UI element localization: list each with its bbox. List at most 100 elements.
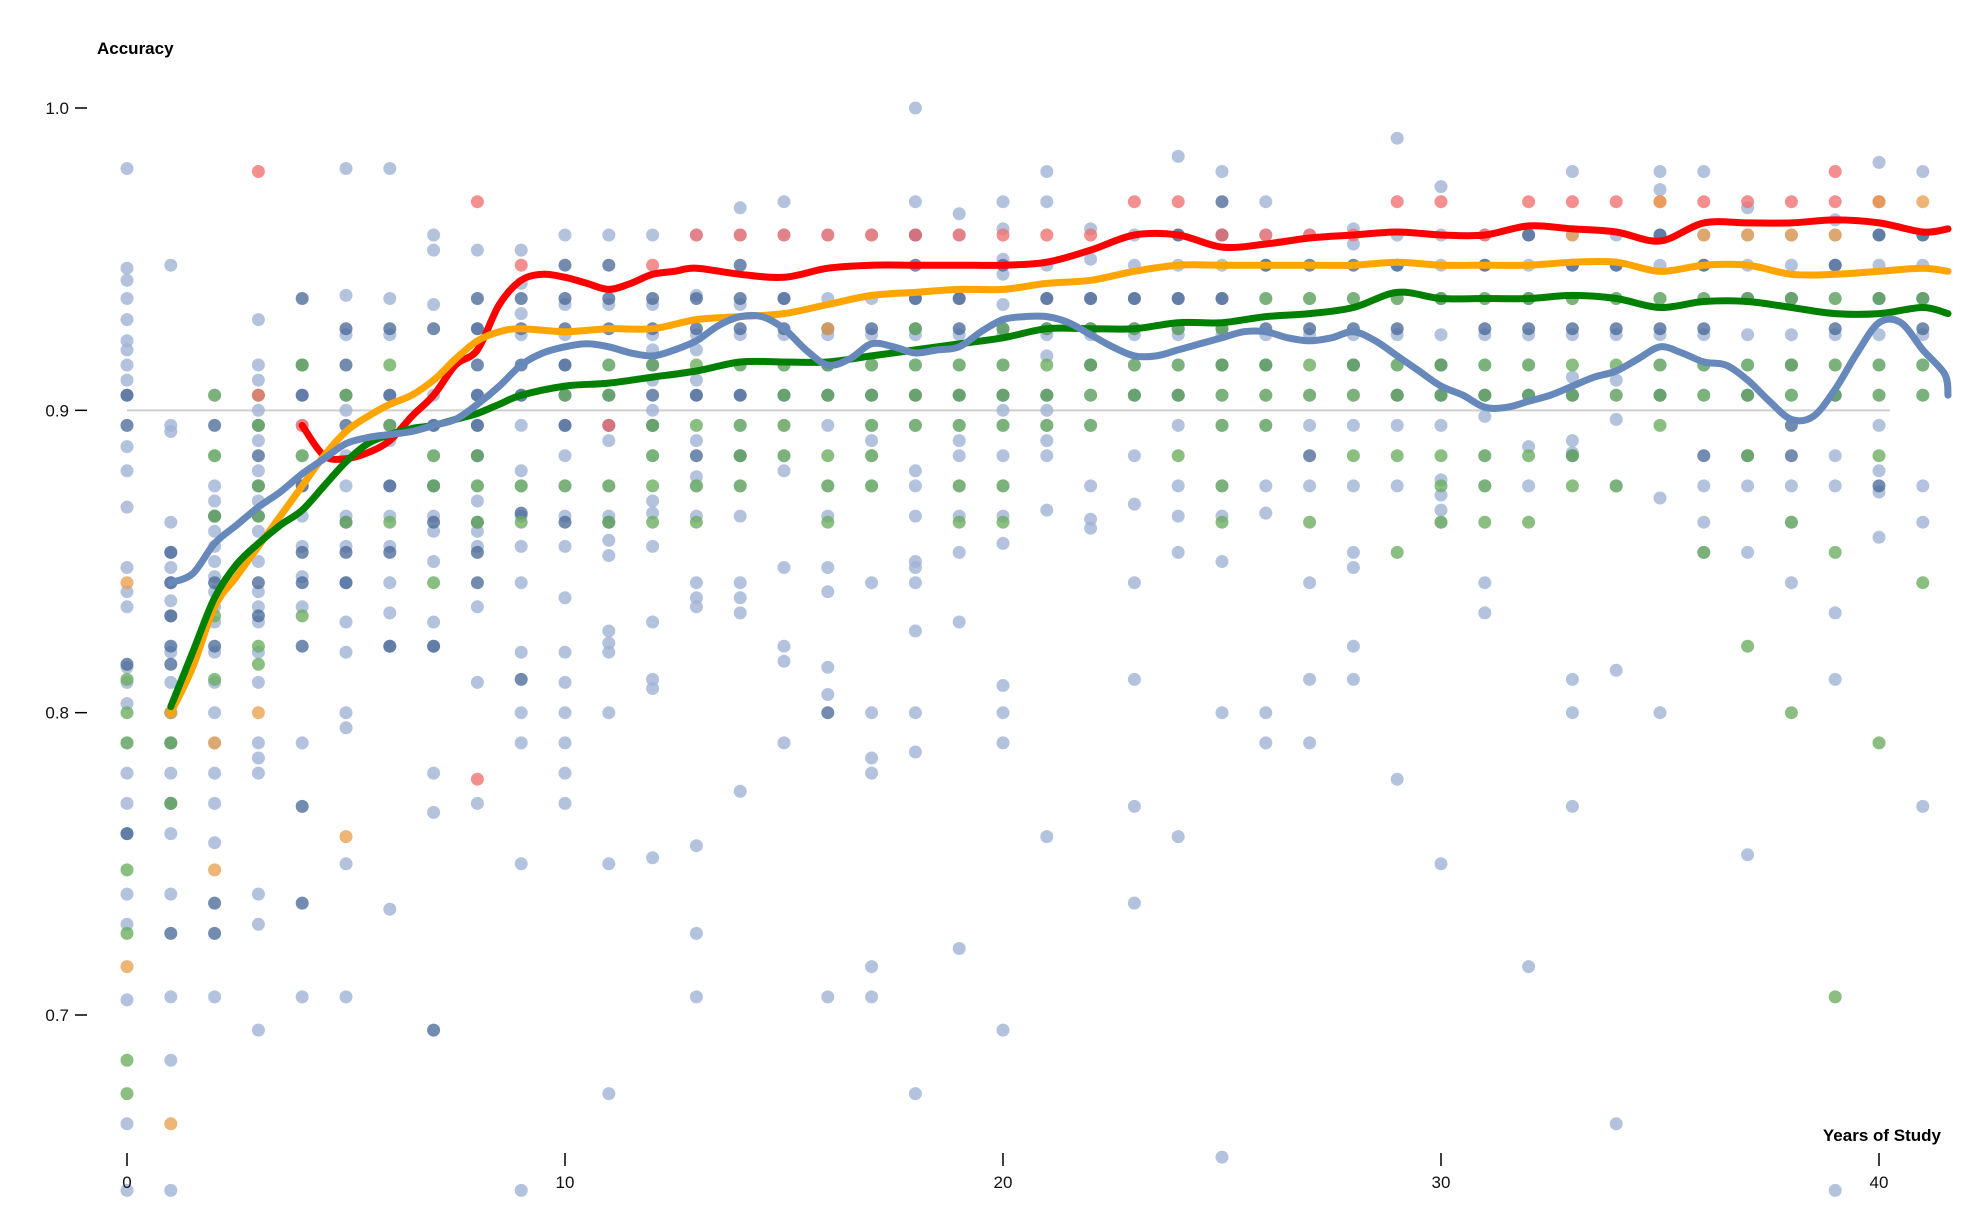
scatter-point <box>120 313 134 327</box>
scatter-point <box>1872 479 1886 493</box>
scatter-point <box>1741 639 1755 653</box>
scatter-point <box>1741 848 1755 862</box>
scatter-point <box>689 515 703 529</box>
scatter-point <box>1346 388 1360 402</box>
scatter-point <box>1478 322 1492 336</box>
scatter-point <box>777 449 791 463</box>
scatter-point <box>514 307 528 321</box>
scatter-point <box>952 228 966 242</box>
scatter-point <box>208 766 222 780</box>
scatter-point <box>952 418 966 432</box>
scatter-point <box>865 358 879 372</box>
scatter-point <box>1084 418 1098 432</box>
scatter-point <box>646 258 660 272</box>
scatter-point <box>1434 479 1448 493</box>
scatter-point <box>1653 358 1667 372</box>
scatter-point <box>1084 292 1098 305</box>
scatter-point <box>558 479 572 493</box>
scatter-point <box>120 1117 134 1131</box>
scatter-point <box>470 494 484 508</box>
scatter-point <box>1522 960 1536 974</box>
scatter-point <box>908 745 922 759</box>
scatter-point <box>251 313 265 327</box>
scatter-point <box>558 645 572 659</box>
scatter-point <box>689 343 703 357</box>
scatter-point <box>1565 165 1579 178</box>
scatter-point <box>470 576 484 590</box>
scatter-point <box>689 470 703 484</box>
scatter-point <box>1653 183 1667 197</box>
scatter-point <box>1828 358 1842 372</box>
scatter-point <box>1916 195 1930 209</box>
scatter-point <box>689 990 703 1004</box>
scatter-point <box>251 751 265 765</box>
scatter-point <box>1828 258 1842 272</box>
scatter-point <box>383 292 397 305</box>
scatter-point <box>1390 418 1404 432</box>
scatter-point <box>1784 228 1798 242</box>
scatter-point <box>1084 512 1098 526</box>
scatter-point <box>777 464 791 478</box>
scatter-point <box>865 766 879 780</box>
smoothed-lines-layer <box>167 216 1952 717</box>
scatter-point <box>996 267 1010 281</box>
scatter-point <box>1828 292 1842 305</box>
scatter-point <box>427 479 441 493</box>
scatter-point <box>1478 606 1492 620</box>
scatter-point <box>1040 434 1054 448</box>
scatter-point <box>251 576 265 590</box>
scatter-point <box>558 258 572 272</box>
scatter-point <box>908 706 922 720</box>
scatter-point <box>1434 857 1448 871</box>
scatter-point <box>865 706 879 720</box>
scatter-point <box>865 322 879 336</box>
scatter-point <box>1303 479 1317 493</box>
scatter-point <box>689 434 703 448</box>
scatter-point <box>514 515 528 529</box>
scatter-point <box>1303 322 1317 336</box>
scatter-point <box>251 449 265 463</box>
scatter-point <box>1828 479 1842 493</box>
scatter-point <box>821 660 835 674</box>
scatter-point <box>251 639 265 653</box>
scatter-point <box>427 766 441 780</box>
scatter-point <box>1215 195 1229 209</box>
scatter-point <box>689 388 703 402</box>
scatter-point <box>733 509 747 523</box>
scatter-point <box>514 506 528 520</box>
scatter-point <box>908 195 922 209</box>
scatter-point <box>208 990 222 1004</box>
x-axis-title: Years of Study <box>1823 1126 1942 1145</box>
scatter-point <box>1916 479 1930 493</box>
y-tick-label: 0.8 <box>45 704 69 723</box>
scatter-point <box>164 926 178 940</box>
scatter-point <box>339 990 353 1004</box>
scatter-point <box>952 479 966 493</box>
scatter-point <box>865 751 879 765</box>
scatter-point <box>1741 328 1755 342</box>
scatter-point <box>295 896 309 910</box>
scatter-point <box>646 672 660 686</box>
scatter-point <box>865 434 879 448</box>
scatter-point <box>1127 388 1141 402</box>
scatter-point <box>339 721 353 735</box>
scatter-point <box>1784 449 1798 463</box>
scatter-point <box>1434 503 1448 517</box>
scatter-point <box>1303 576 1317 590</box>
scatter-point <box>164 657 178 671</box>
scatter-point <box>1916 322 1930 336</box>
scatter-point <box>1565 799 1579 813</box>
scatter-point <box>1434 418 1448 432</box>
scatter-point <box>689 322 703 336</box>
scatter-point <box>208 836 222 850</box>
scatter-point <box>1653 292 1667 305</box>
scatter-point <box>865 990 879 1004</box>
y-tick-label: 0.7 <box>45 1006 69 1025</box>
scatter-point <box>996 388 1010 402</box>
scatter-point <box>646 388 660 402</box>
scatter-point <box>1872 195 1886 209</box>
scatter-point <box>908 464 922 478</box>
scatter-point <box>777 639 791 653</box>
scatter-point <box>952 292 966 305</box>
scatter-point <box>383 322 397 336</box>
